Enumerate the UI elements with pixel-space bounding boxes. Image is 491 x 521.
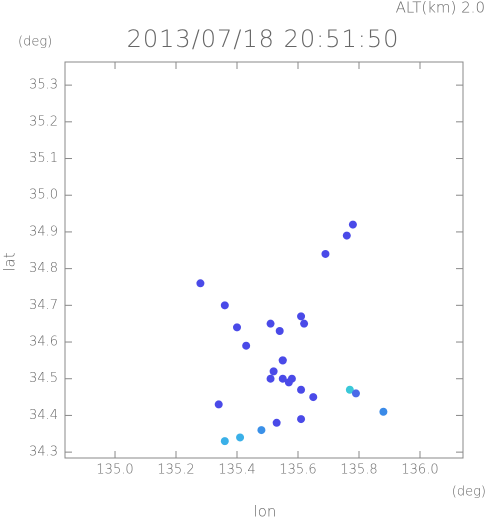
echo-point: [214, 400, 223, 409]
echo-point: [257, 426, 266, 435]
echo-point: [379, 407, 388, 416]
x-axis-label: lon: [254, 503, 277, 521]
x-tick-label: 135.8: [340, 463, 377, 478]
echo-point: [275, 327, 284, 336]
echo-point: [300, 319, 309, 328]
echo-point: [348, 220, 357, 229]
echo-point: [297, 415, 306, 424]
echo-point: [321, 249, 330, 258]
altitude-label: ALT(km) 2.0: [396, 0, 485, 17]
x-tick-label: 136.0: [401, 463, 438, 478]
echo-point: [266, 374, 275, 383]
echo-point: [309, 393, 318, 402]
echo-point: [220, 301, 229, 310]
echo-point: [278, 374, 287, 383]
echo-point: [345, 385, 354, 394]
y-axis-label: lat: [1, 252, 19, 271]
y-tick-label: 34.4: [29, 408, 58, 423]
chart-title: 2013/07/18 20:51:50: [127, 25, 400, 53]
echo-point: [351, 389, 360, 398]
echo-point: [272, 418, 281, 427]
echo-point: [287, 374, 296, 383]
echo-point: [297, 385, 306, 394]
x-tick-label: 135.2: [157, 463, 194, 478]
y-tick-label: 34.5: [29, 371, 58, 386]
x-tick-label: 135.4: [218, 463, 255, 478]
echo-point: [278, 356, 287, 365]
echo-point: [242, 341, 251, 350]
x-tick-label: 135.0: [96, 463, 133, 478]
x-tick-label: 135.6: [279, 463, 316, 478]
x-unit: (deg): [452, 485, 486, 500]
y-tick-label: 34.6: [29, 335, 58, 350]
echo-point: [266, 319, 275, 328]
y-tick-label: 34.7: [29, 298, 58, 313]
y-tick-label: 35.3: [29, 78, 58, 93]
echo-point: [297, 312, 306, 321]
echo-point: [196, 279, 205, 288]
y-unit: (deg): [18, 35, 52, 50]
y-tick-label: 35.2: [29, 114, 58, 129]
echo-point: [220, 437, 229, 446]
y-tick-label: 34.3: [29, 445, 58, 460]
echo-point: [233, 323, 242, 332]
y-tick-label: 35.1: [29, 151, 58, 166]
y-tick-label: 35.0: [29, 188, 58, 203]
echo-point: [269, 367, 278, 376]
echo-point: [236, 433, 245, 442]
plot-frame: [64, 61, 464, 459]
y-tick-label: 34.9: [29, 224, 58, 239]
y-tick-label: 34.8: [29, 261, 58, 276]
echo-point: [342, 231, 351, 240]
